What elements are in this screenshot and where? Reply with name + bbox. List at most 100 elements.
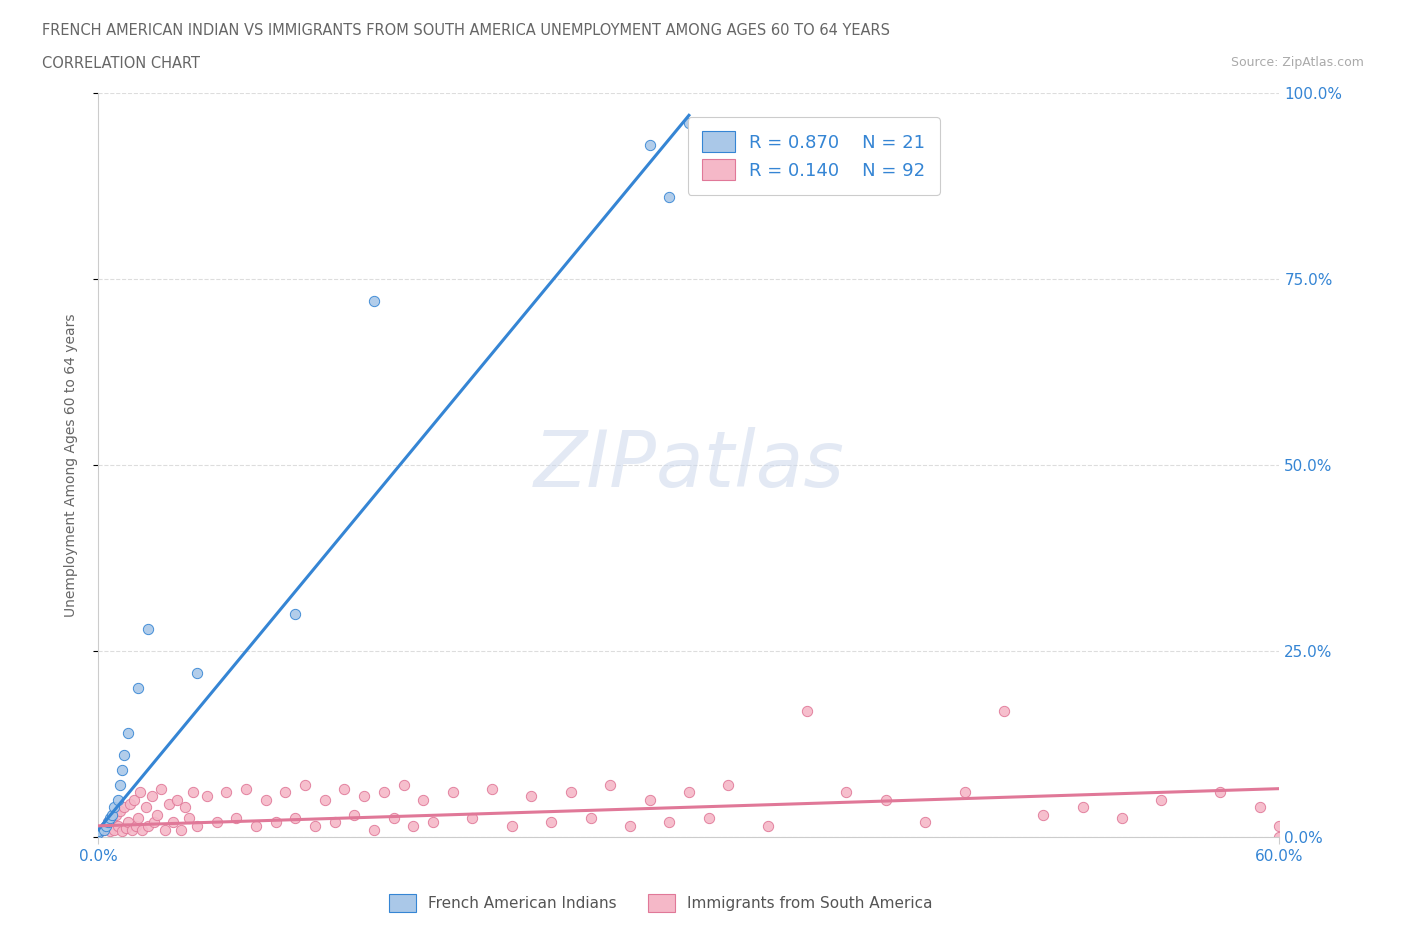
Point <box>274 785 297 800</box>
Point <box>103 800 125 815</box>
Point <box>225 811 247 826</box>
Point <box>170 822 193 837</box>
Point <box>108 804 131 818</box>
Point <box>254 792 277 807</box>
Point <box>111 824 134 839</box>
Point <box>89 824 111 839</box>
Point <box>540 815 562 830</box>
Point <box>146 807 169 822</box>
Point <box>353 789 375 804</box>
Point <box>638 792 661 807</box>
Point <box>756 818 779 833</box>
Point <box>96 818 118 833</box>
Point <box>128 785 150 800</box>
Point <box>87 826 110 841</box>
Point <box>1071 800 1094 815</box>
Point <box>333 781 356 796</box>
Point <box>98 811 121 826</box>
Point <box>422 815 444 830</box>
Point <box>658 815 681 830</box>
Point <box>402 818 425 833</box>
Point <box>1111 811 1133 826</box>
Point <box>127 681 149 696</box>
Point <box>101 811 124 826</box>
Point <box>97 815 120 830</box>
Point <box>363 822 385 837</box>
Point <box>264 815 287 830</box>
Point <box>142 815 165 830</box>
Point <box>87 824 110 839</box>
Point <box>131 822 153 837</box>
Point <box>117 815 139 830</box>
Point <box>93 822 115 837</box>
Point <box>186 818 208 833</box>
Point <box>678 115 700 130</box>
Point <box>157 796 180 811</box>
Point <box>215 785 238 800</box>
Point <box>382 811 405 826</box>
Point <box>1209 785 1232 800</box>
Point <box>392 777 415 792</box>
Point <box>373 785 395 800</box>
Point <box>103 822 125 837</box>
Point <box>135 800 157 815</box>
Point <box>107 818 129 833</box>
Point <box>108 777 131 792</box>
Point <box>136 621 159 636</box>
Point <box>141 789 163 804</box>
Point <box>181 785 204 800</box>
Point <box>619 818 641 833</box>
Point <box>115 820 138 835</box>
Point <box>717 777 740 792</box>
Point <box>162 815 184 830</box>
Point <box>796 703 818 718</box>
Point <box>195 789 218 804</box>
Point <box>136 818 159 833</box>
Point <box>155 822 177 837</box>
Text: ZIPatlas: ZIPatlas <box>533 427 845 503</box>
Point <box>122 792 145 807</box>
Point <box>284 811 307 826</box>
Text: CORRELATION CHART: CORRELATION CHART <box>42 56 200 71</box>
Point <box>111 763 134 777</box>
Point <box>245 818 267 833</box>
Point <box>1150 792 1173 807</box>
Point <box>1249 800 1271 815</box>
Point <box>121 822 143 837</box>
Point <box>101 807 124 822</box>
Point <box>98 824 121 839</box>
Point <box>107 792 129 807</box>
Point <box>412 792 434 807</box>
Point <box>835 785 858 800</box>
Point <box>1268 818 1291 833</box>
Point <box>501 818 523 833</box>
Legend: French American Indians, Immigrants from South America: French American Indians, Immigrants from… <box>382 888 939 918</box>
Point <box>87 826 110 841</box>
Point <box>174 800 197 815</box>
Point <box>105 807 128 822</box>
Point <box>678 785 700 800</box>
Point <box>314 792 336 807</box>
Point <box>343 807 366 822</box>
Point <box>127 811 149 826</box>
Point <box>363 294 385 309</box>
Point <box>441 785 464 800</box>
Point <box>599 777 621 792</box>
Point <box>96 818 118 833</box>
Point <box>284 606 307 621</box>
Point <box>323 815 346 830</box>
Point <box>560 785 582 800</box>
Point <box>97 815 120 830</box>
Point <box>953 785 976 800</box>
Point <box>91 822 114 837</box>
Point <box>112 748 135 763</box>
Point <box>481 781 503 796</box>
Point <box>993 703 1015 718</box>
Point <box>638 138 661 153</box>
Point <box>461 811 484 826</box>
Legend: R = 0.870    N = 21, R = 0.140    N = 92: R = 0.870 N = 21, R = 0.140 N = 92 <box>688 117 939 194</box>
Point <box>658 190 681 205</box>
Point <box>697 811 720 826</box>
Point <box>125 818 148 833</box>
Point <box>186 666 208 681</box>
